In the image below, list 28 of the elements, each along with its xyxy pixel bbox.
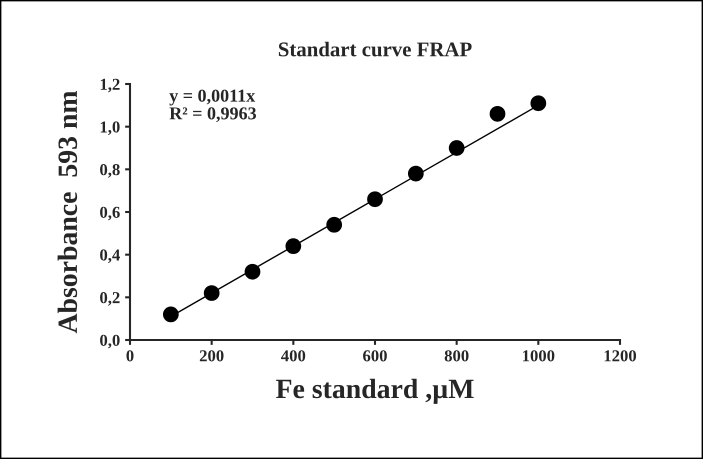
y-tick-label: 0,8 <box>100 164 120 178</box>
y-tick-label: 1,0 <box>100 121 120 136</box>
point <box>285 238 302 254</box>
y-tick-label: 1,2 <box>100 78 120 92</box>
point <box>490 106 506 122</box>
point <box>244 264 260 280</box>
point <box>448 140 465 156</box>
x-tick-label: 200 <box>200 350 224 362</box>
x-tick-label: 400 <box>281 350 306 362</box>
point <box>162 306 179 322</box>
point <box>326 216 342 233</box>
point <box>204 285 220 301</box>
x-tick-label: 1000 <box>523 350 554 362</box>
y-axis-title: Absorbance 593 nm <box>58 90 78 334</box>
point <box>408 166 424 182</box>
y-tick-label: 0,0 <box>100 334 120 348</box>
y-tick-label: 0,4 <box>100 249 120 264</box>
annotation: y = 0,0011x R² = 0,9963 <box>169 90 256 122</box>
x-tick-label: 600 <box>363 350 387 362</box>
y-tick-label: 0,6 <box>100 206 120 220</box>
point <box>530 95 546 112</box>
point <box>367 191 383 208</box>
chart-title: Standart curve FRAP <box>278 42 472 56</box>
y-tick-label: 0,2 <box>100 292 120 306</box>
x-axis-title: Fe standard ,µM <box>276 378 474 404</box>
x-tick-label: 800 <box>444 350 469 362</box>
x-tick-label: 1200 <box>604 350 636 362</box>
x-tick-label: 0 <box>126 350 134 362</box>
